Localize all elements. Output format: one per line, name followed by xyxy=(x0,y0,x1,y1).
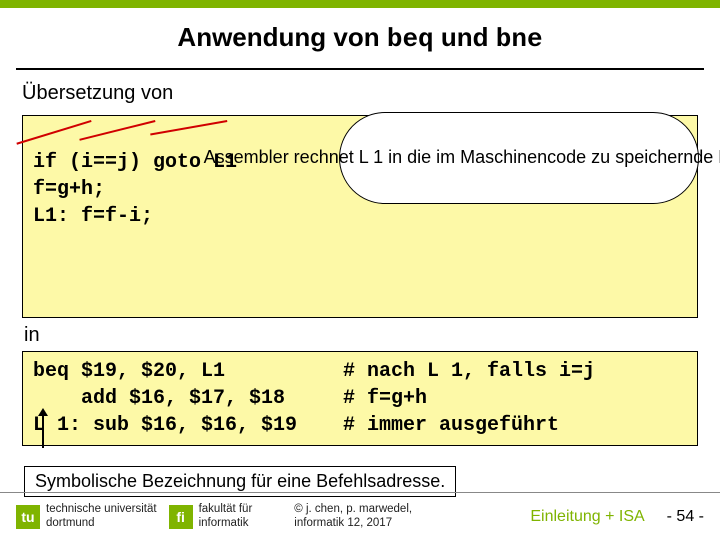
slide-title: Anwendung von beq und bne xyxy=(0,22,720,54)
code1-line-1: f=g+h; xyxy=(33,178,105,201)
annotation-text: Symbolische Bezeichnung für eine Befehls… xyxy=(35,471,445,491)
tu-logo: tu technische universität dortmund xyxy=(16,503,157,531)
asm-left-1: add $16, $17, $18 xyxy=(33,385,343,412)
tu-logo-mark: tu xyxy=(16,505,40,529)
fi-text-1: fakultät für xyxy=(199,503,253,515)
title-pre: Anwendung von xyxy=(177,22,386,52)
title-mid: und xyxy=(434,22,496,52)
copyright-1: © j. chen, p. marwedel, xyxy=(294,503,412,515)
callout-bubble: Assembler rechnet L 1 in die im Maschine… xyxy=(339,112,699,204)
fi-logo-text: fakultät für informatik xyxy=(199,503,253,529)
asm-code-box: beq $19, $20, L1 # nach L 1, falls i=j a… xyxy=(22,351,698,446)
callout-text: Assembler rechnet L 1 in die im Maschine… xyxy=(204,147,720,169)
tu-logo-text: technische universität dortmund xyxy=(46,503,157,529)
subheading: Übersetzung von xyxy=(22,82,698,105)
tu-text-2: dortmund xyxy=(46,517,95,529)
asm-left-2: L 1: sub $16, $16, $19 xyxy=(33,412,343,439)
between-text: in xyxy=(24,324,698,347)
c-code-box: if (i==j) goto L1 f=g+h; L1: f=f-i; Asse… xyxy=(22,115,698,318)
page-number: - 54 - xyxy=(667,508,704,526)
arrow-up-icon xyxy=(42,416,44,448)
tu-text-1: technische universität xyxy=(46,503,157,515)
asm-right-1: # f=g+h xyxy=(343,385,687,412)
code1-line-2: L1: f=f-i; xyxy=(33,205,153,228)
asm-row-2: L 1: sub $16, $16, $19 # immer ausgeführ… xyxy=(33,412,687,439)
copyright-2: informatik 12, 2017 xyxy=(294,517,392,529)
asm-right-2: # immer ausgeführt xyxy=(343,412,687,439)
fi-logo: fi fakultät für informatik xyxy=(169,503,253,531)
asm-row-0: beq $19, $20, L1 # nach L 1, falls i=j xyxy=(33,358,687,385)
fi-text-2: informatik xyxy=(199,517,249,529)
asm-right-0: # nach L 1, falls i=j xyxy=(343,358,687,385)
top-accent-bar xyxy=(0,0,720,8)
fi-logo-mark: fi xyxy=(169,505,193,529)
title-mono-beq: beq xyxy=(387,24,434,54)
asm-left-0: beq $19, $20, L1 xyxy=(33,358,343,385)
copyright: © j. chen, p. marwedel, informatik 12, 2… xyxy=(294,503,412,529)
footer: tu technische universität dortmund fi fa… xyxy=(0,492,720,540)
asm-row-1: add $16, $17, $18 # f=g+h xyxy=(33,385,687,412)
title-mono-bne: bne xyxy=(496,24,543,54)
footer-link: Einleitung + ISA xyxy=(530,508,644,526)
